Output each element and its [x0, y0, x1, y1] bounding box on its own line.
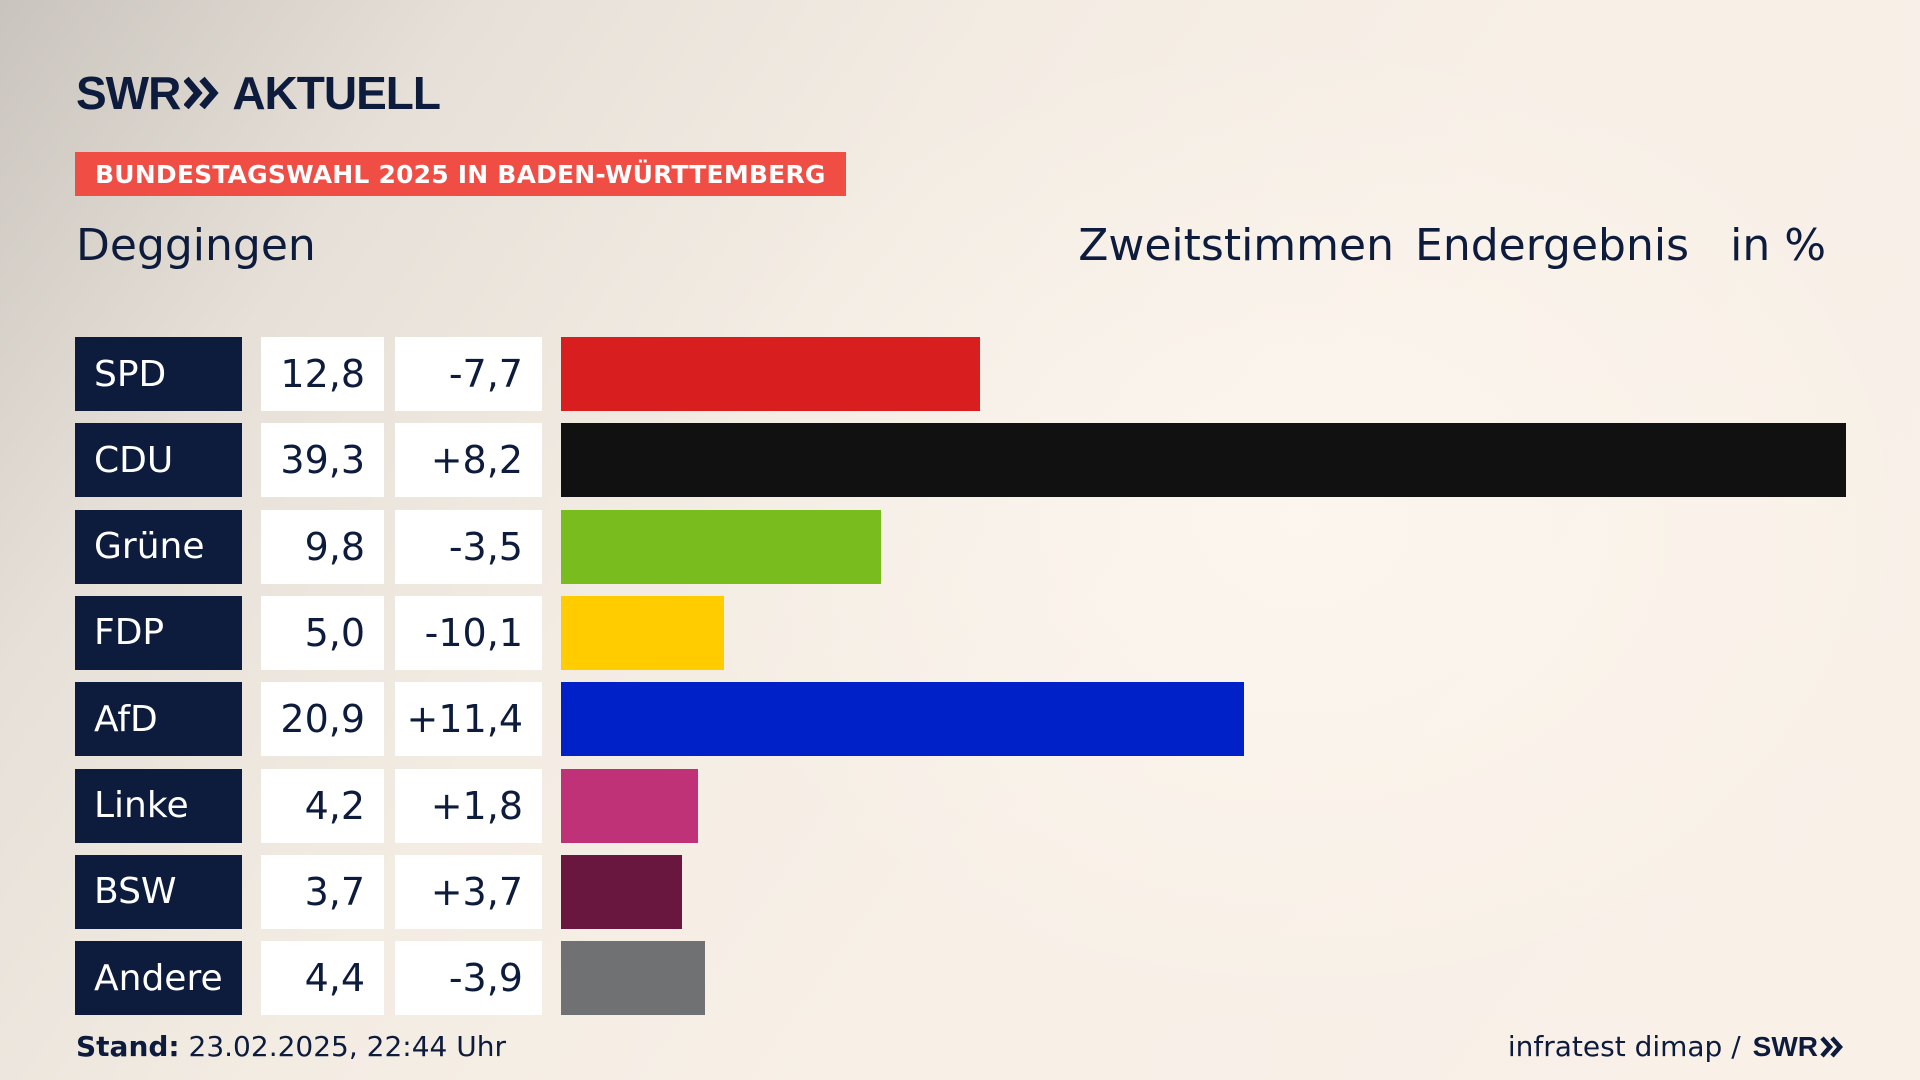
vote-share-label: 5,0 [261, 595, 384, 670]
source-text: infratest dimap / [1507, 1030, 1741, 1063]
vote-share-bar [561, 941, 705, 1016]
vote-share-label: 9,8 [261, 509, 384, 584]
party-label: BSW [75, 854, 242, 929]
party-label: SPD [75, 337, 242, 411]
stand-label: Stand: [76, 1030, 180, 1063]
vote-type-label: Zweitstimmen [1078, 220, 1394, 271]
double-chevron-icon [184, 76, 220, 110]
swr-small-text: SWR [1752, 1030, 1818, 1062]
change-label: -10,1 [395, 595, 542, 670]
swr-small-logo: SWR [1753, 1031, 1844, 1063]
result-type-label: Endergebnis [1415, 220, 1689, 271]
election-badge: BUNDESTAGSWAHL 2025 IN BADEN-WÜRTTEMBERG [75, 152, 846, 196]
place-title: Deggingen [76, 220, 316, 271]
vote-share-bar [561, 509, 882, 584]
unit-label: in % [1730, 220, 1826, 271]
logo-aktuell-text: AKTUELL [232, 67, 441, 119]
change-label: +3,7 [395, 854, 542, 929]
party-label: AfD [75, 682, 242, 757]
timestamp: Stand: 23.02.2025, 22:44 Uhr [76, 1030, 506, 1063]
change-label: -3,5 [395, 509, 542, 584]
logo-swr-text: SWR [76, 67, 181, 119]
vote-share-bar [561, 595, 725, 670]
vote-share-bar [561, 423, 1846, 498]
source-credit: infratest dimap / SWR [1508, 1030, 1844, 1063]
party-label: Andere [75, 941, 242, 1016]
vote-share-label: 4,4 [261, 941, 384, 1016]
change-label: +11,4 [395, 682, 542, 757]
small-double-chevron-icon [1820, 1036, 1844, 1057]
party-label: FDP [75, 595, 242, 670]
vote-share-label: 39,3 [261, 423, 384, 498]
vote-share-label: 3,7 [261, 854, 384, 929]
change-label: -3,9 [395, 941, 542, 1016]
vote-share-bar [561, 768, 699, 843]
vote-share-bar [561, 854, 682, 929]
vote-share-bar [561, 337, 980, 411]
party-label: Linke [75, 768, 242, 843]
party-label: CDU [75, 423, 242, 498]
vote-share-label: 4,2 [261, 768, 384, 843]
party-label: Grüne [75, 509, 242, 584]
vote-share-label: 20,9 [261, 682, 384, 757]
change-label: +1,8 [395, 768, 542, 843]
stand-value: 23.02.2025, 22:44 Uhr [188, 1030, 506, 1063]
swr-aktuell-logo: SWR AKTUELL [76, 67, 441, 119]
change-label: -7,7 [395, 337, 542, 411]
vote-share-bar [561, 682, 1245, 757]
change-label: +8,2 [395, 423, 542, 498]
vote-share-label: 12,8 [261, 337, 384, 411]
